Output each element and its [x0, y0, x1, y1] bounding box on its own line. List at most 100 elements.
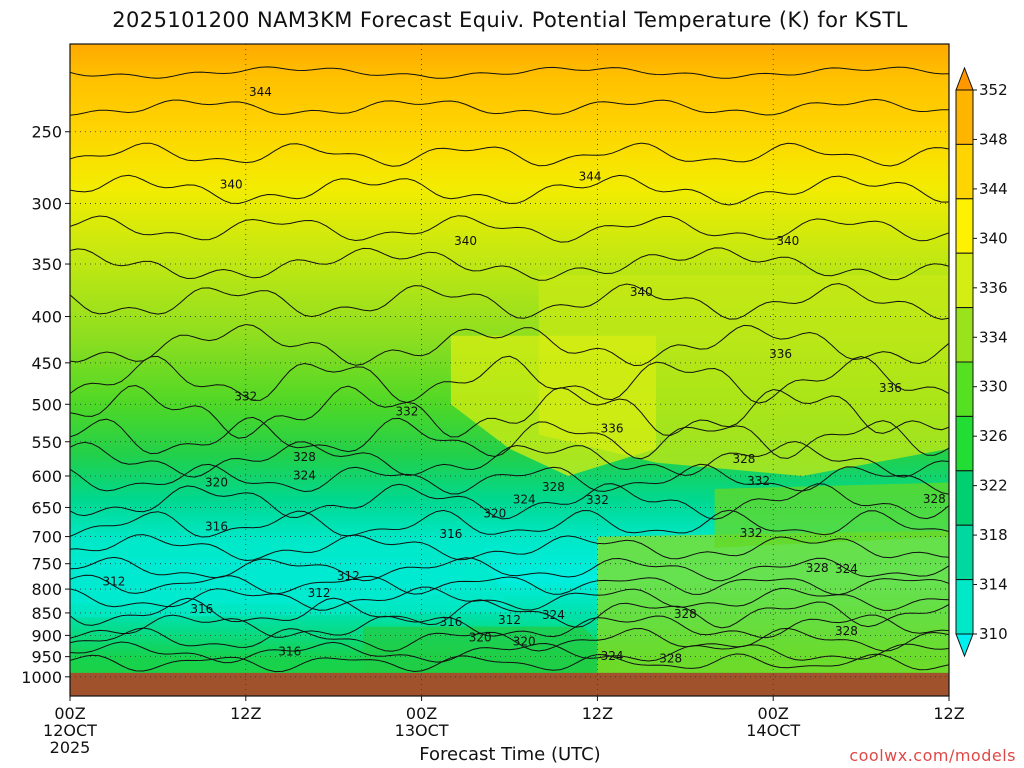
contour-labels: 344 340 344 340 340 340 336 336 336 332 332 328 324 3…: [102, 85, 945, 666]
colorbar-segment: [955, 198, 974, 254]
x-tick-label: 12Z: [933, 704, 964, 723]
colorbar-label: 344: [979, 180, 1008, 198]
y-tick-label: 700: [31, 528, 62, 547]
colorbar-label: 334: [979, 328, 1008, 346]
x-axis-title: Forecast Time (UTC): [419, 744, 601, 765]
x-tick-label: 2025: [50, 738, 91, 757]
contour-label: 316: [205, 519, 228, 533]
contour-label: 324: [835, 562, 858, 576]
contour-label: 316: [190, 602, 213, 616]
contour-label: 328: [806, 561, 829, 575]
contour-label: 340: [776, 234, 799, 248]
x-tick-label: 14OCT: [746, 721, 800, 740]
contour-line: [70, 323, 949, 367]
colorbar-label: 314: [979, 576, 1008, 594]
contour-line: [70, 440, 949, 478]
contour-line: [70, 416, 949, 460]
contour-line: [70, 142, 949, 167]
contour-line: [70, 509, 949, 538]
colorbar-label: 322: [979, 477, 1008, 495]
y-tick-label: 500: [31, 395, 62, 414]
plot-area: [70, 44, 949, 696]
contour-label: 340: [220, 178, 243, 192]
y-tick-label: 600: [31, 467, 62, 486]
y-tick-label: 300: [31, 194, 62, 213]
y-tick-label: 400: [31, 308, 62, 327]
y-tick-label: 650: [31, 498, 62, 517]
contour-label: 324: [542, 608, 565, 622]
contour-label: 340: [630, 285, 653, 299]
colorbar-label: 330: [979, 378, 1008, 396]
contour-label: 328: [674, 607, 697, 621]
colorbar-arrow-top: [955, 66, 974, 91]
x-tick-label: 00Z: [758, 704, 789, 723]
field-region: [70, 536, 510, 618]
y-tick-label: 800: [31, 580, 62, 599]
contour-label: 324: [513, 492, 536, 506]
contour-line: [70, 614, 949, 639]
y-tick-label: 750: [31, 555, 62, 574]
x-tick-label: 00Z: [54, 704, 85, 723]
colorbar-label: 340: [979, 229, 1008, 247]
contour-label: 316: [439, 615, 462, 629]
contour-line: [70, 653, 949, 673]
colorbar-segment: [955, 143, 974, 200]
colorbar-arrow-bottom: [955, 633, 974, 658]
contour-label: 316: [439, 527, 462, 541]
field-region: [450, 335, 656, 476]
contour-label: 336: [601, 422, 624, 436]
contour-line: [70, 534, 949, 562]
plot-frame: [69, 43, 950, 697]
contour-label: 320: [483, 506, 506, 520]
contour-label: 336: [769, 347, 792, 361]
contour-label: 316: [278, 645, 301, 659]
ground-fill: [70, 672, 949, 696]
colorbar-label: 318: [979, 526, 1008, 544]
contour-line: [70, 384, 949, 439]
colorbar: 352 348 344 340 336 334 330 326 322 318 314 310: [955, 66, 1008, 658]
x-tick-label: 12Z: [230, 704, 261, 723]
colorbar-segment: [955, 579, 974, 635]
field-region: [363, 626, 627, 673]
contour-label: 320: [205, 475, 228, 489]
contour-label: 312: [498, 613, 521, 627]
contour-label: 332: [740, 526, 763, 540]
contour-line: [70, 215, 949, 243]
contour-label: 336: [879, 381, 902, 395]
contour-label: 328: [732, 452, 755, 466]
credit-text: coolwx.com/models: [849, 746, 1016, 765]
contour-line: [70, 597, 949, 629]
axes: 250 300 350 400 450 500 550 600 650 700 750 800 850 9…: [21, 123, 964, 757]
x-tick-label: 12Z: [582, 704, 613, 723]
contour-label: 328: [835, 624, 858, 638]
x-tick-label: 00Z: [406, 704, 437, 723]
contour-label: 312: [102, 575, 125, 589]
contour-label: 320: [513, 634, 536, 648]
contour-label: 340: [454, 234, 477, 248]
field-region: [597, 530, 949, 673]
contour-label: 332: [234, 389, 257, 403]
colorbar-segment: [955, 470, 974, 526]
contour-line: [70, 174, 949, 206]
contour-line: [70, 574, 949, 596]
contour-label: 312: [308, 586, 331, 600]
colorbar-label: 348: [979, 130, 1008, 148]
colorbar-segment: [955, 307, 974, 363]
contour-label: 328: [293, 450, 316, 464]
contour-line: [70, 98, 949, 116]
contour-label: 344: [249, 85, 272, 99]
contour-line: [70, 355, 949, 404]
y-tick-label: 950: [31, 648, 62, 667]
contour-line: [70, 641, 949, 664]
contour-line: [70, 283, 949, 320]
contour-label: 328: [542, 480, 565, 494]
y-tick-label: 250: [31, 123, 62, 142]
contour-label: 332: [586, 493, 609, 507]
colorbar-segment: [955, 415, 974, 472]
colorbar-label: 352: [979, 81, 1008, 99]
contour-line: [70, 483, 949, 520]
colorbar-segment: [955, 89, 974, 145]
contour-label: 324: [601, 649, 624, 663]
colorbar-segment: [955, 524, 974, 581]
